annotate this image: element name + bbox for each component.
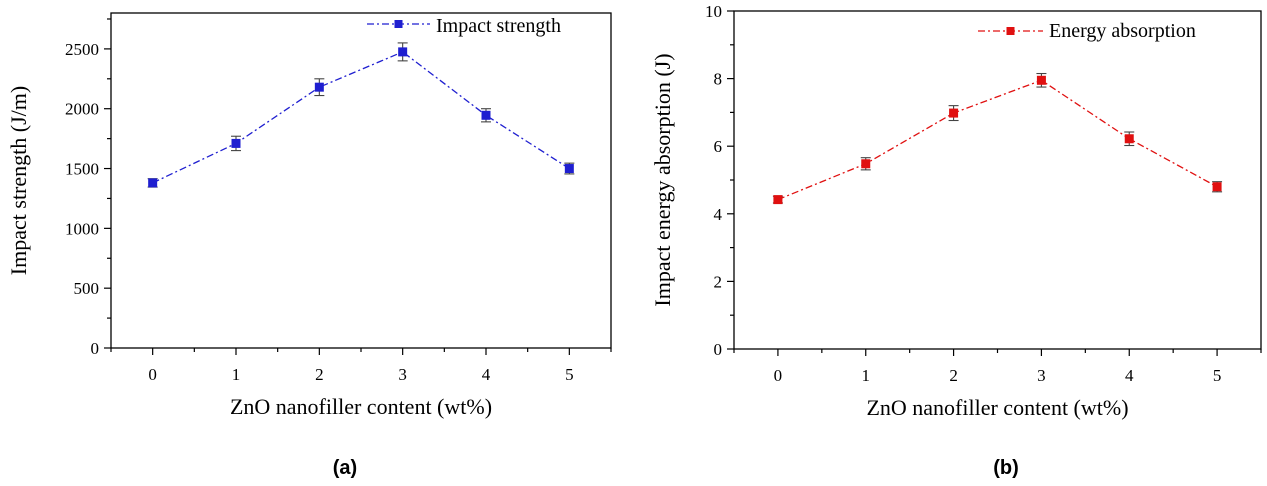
y-tick-label: 0 — [714, 340, 723, 359]
y-tick-label: 2000 — [65, 100, 99, 119]
y-tick-label: 1500 — [65, 160, 99, 179]
data-point — [1212, 182, 1222, 192]
x-tick-label: 3 — [1037, 366, 1046, 385]
y-tick-label: 6 — [714, 137, 723, 156]
legend-label: Energy absorption — [1049, 20, 1196, 42]
y-tick-label: 1000 — [65, 219, 99, 238]
data-point — [773, 195, 783, 205]
y-axis-title: Impact energy absorption (J) — [650, 53, 675, 306]
y-tick-label: 8 — [714, 70, 723, 89]
x-tick-label: 0 — [774, 366, 783, 385]
series-line — [777, 79, 1218, 201]
chart-panel-b: 0 2 4 6 8 10 0 1 2 3 4 5 ZnO nanofiller content (wt%… — [650, 2, 1262, 479]
y-tick-label: 4 — [714, 205, 723, 224]
x-tick-label: 0 — [148, 365, 157, 384]
y-tick-label: 2500 — [65, 40, 99, 59]
data-point — [1036, 75, 1046, 85]
y-tick-label: 10 — [705, 2, 722, 21]
x-tick-label: 3 — [398, 365, 407, 384]
x-tick-label: 4 — [482, 365, 491, 384]
x-tick-label: 2 — [315, 365, 324, 384]
data-point — [314, 82, 324, 92]
data-point — [1124, 134, 1134, 144]
x-tick-label: 4 — [1125, 366, 1134, 385]
panel-caption: (b) — [993, 457, 1019, 479]
series-line — [152, 51, 570, 184]
x-tick-label: 1 — [232, 365, 241, 384]
data-point — [231, 138, 241, 148]
data-point — [148, 178, 158, 188]
x-axis-title: ZnO nanofiller content (wt%) — [866, 395, 1128, 420]
x-tick-label: 5 — [565, 365, 574, 384]
plot-frame — [733, 10, 1262, 350]
data-point — [481, 110, 491, 120]
plot-frame — [110, 12, 612, 349]
panel-caption: (a) — [333, 457, 357, 479]
x-tick-label: 1 — [862, 366, 871, 385]
data-point — [949, 108, 959, 118]
x-tick-label: 5 — [1213, 366, 1222, 385]
data-point — [398, 47, 408, 57]
data-point — [861, 159, 871, 169]
x-tick-label: 2 — [949, 366, 958, 385]
data-point — [564, 164, 574, 174]
y-tick-label: 0 — [91, 339, 100, 358]
y-axis-title: Impact strength (J/m) — [6, 86, 31, 275]
legend-marker — [1006, 27, 1015, 35]
legend-label: Impact strength — [436, 15, 561, 37]
x-axis-title: ZnO nanofiller content (wt%) — [230, 394, 492, 419]
y-tick-label: 500 — [74, 279, 100, 298]
y-tick-label: 2 — [714, 272, 723, 291]
legend-marker — [394, 20, 403, 28]
chart-panel-a: 0 500 1000 1500 2000 2500 0 1 2 3 4 5 ZnO nanofiller… — [6, 12, 612, 479]
